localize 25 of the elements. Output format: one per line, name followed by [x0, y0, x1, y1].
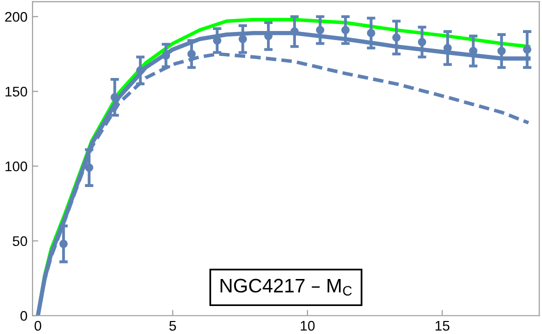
- y-tick-label: 50: [12, 236, 28, 246]
- point: [418, 38, 426, 46]
- y-tick-label: 150: [6, 86, 28, 97]
- point: [136, 66, 145, 75]
- point: [366, 28, 376, 38]
- x-tick-label: 0: [34, 320, 42, 331]
- point: [522, 45, 532, 54]
- point: [392, 33, 401, 42]
- y-tick-label: 0: [20, 310, 28, 321]
- point: [110, 93, 119, 102]
- annotation: NGC4217 – M$_{C}$: [220, 278, 352, 296]
- point: [162, 51, 170, 60]
- point: [84, 163, 94, 172]
- point: [341, 26, 350, 34]
- x-tick-label: 10: [300, 320, 315, 331]
- point: [290, 27, 299, 36]
- point: [187, 50, 196, 58]
- y-tick-label: 100: [6, 161, 28, 172]
- point: [497, 46, 506, 56]
- point: [316, 26, 324, 34]
- y-tick-label: 200: [5, 12, 28, 22]
- x-tick-label: 5: [169, 321, 176, 331]
- x-tick-label: 15: [436, 321, 450, 331]
- point: [238, 34, 247, 44]
- point: [59, 240, 68, 248]
